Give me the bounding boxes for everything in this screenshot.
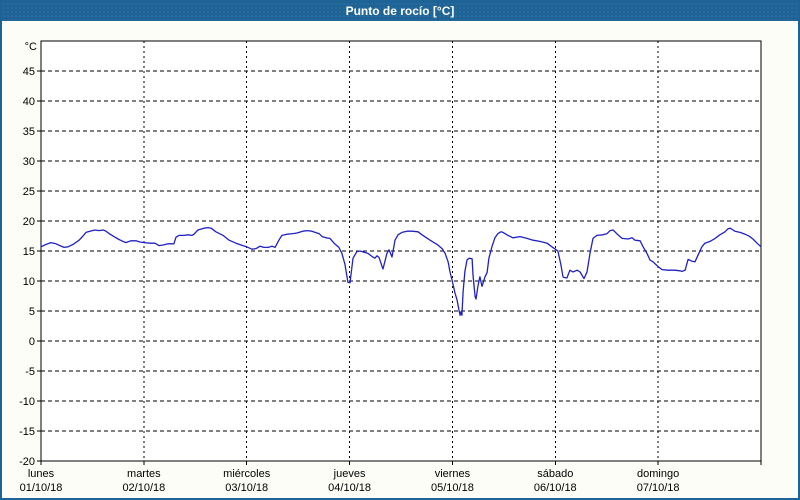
chart-title: Punto de rocío [°C] [345,4,455,18]
y-tick-label: 0 [29,336,35,348]
x-day-label: miércoles [223,468,271,480]
x-date-label: 03/10/18 [225,482,268,494]
x-day-label: viernes [435,468,471,480]
plot-frame [40,40,762,462]
y-tick-label: 20 [23,216,35,228]
x-date-label: 07/10/18 [637,482,680,494]
y-axis-unit: °C [25,41,37,53]
x-day-label: lunes [28,468,55,480]
y-tick-label: 30 [23,156,35,168]
x-day-label: domingo [637,468,679,480]
y-tick-label: 15 [23,246,35,258]
x-date-label: 06/10/18 [534,482,577,494]
y-tick-label: -5 [25,366,35,378]
y-tick-label: 25 [23,186,35,198]
y-tick-label: -15 [19,426,35,438]
y-tick-label: 5 [29,306,35,318]
x-date-label: 05/10/18 [431,482,474,494]
y-tick-label: 35 [23,126,35,138]
dew-point-chart: 45 40 35 30 25 20 15 10 5 0 -5 -10 -15 -20 °C lunes 01/1… [19,40,762,494]
x-day-label: jueves [333,468,366,480]
y-tick-label: -10 [19,396,35,408]
x-day-label: martes [127,468,161,480]
series-line-punto-de-rocio [40,226,762,316]
y-tick-label: 45 [23,66,35,78]
y-tick-label: 10 [23,276,35,288]
x-date-label: 02/10/18 [122,482,165,494]
x-date-label: 01/10/18 [20,482,63,494]
chart-title-bar: Punto de rocío [°C] [2,2,798,21]
y-tick-label: 40 [23,96,35,108]
x-date-label: 04/10/18 [328,482,371,494]
y-tick-label: -20 [19,456,35,468]
x-day-label: sábado [537,468,573,480]
